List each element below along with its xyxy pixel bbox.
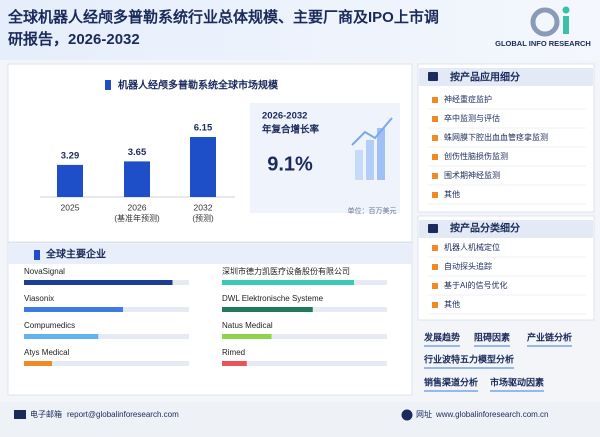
type-title: 按产品分类细分 [450,222,520,235]
companies-header [8,244,412,264]
companies-title: 全球主要企业 [45,248,106,261]
company-name: DWL Elektronische Systeme [222,294,324,303]
bullet [432,264,438,270]
list-item: 围术期神经监测 [444,170,500,180]
web-label: 网址 [416,409,432,419]
application-title: 按产品应用细分 [450,71,520,84]
list-item: 创伤性脑损伤监测 [444,151,508,161]
mail-icon [14,410,26,419]
footer-bg [0,402,600,437]
list-item: 其他 [444,299,460,309]
bullet [432,97,438,103]
list-item: 卒中监测与评估 [444,113,500,123]
web: www.globalinforesearch.com.cn [435,410,549,419]
tag: 行业波特五力模型分析 [423,353,514,364]
company-bar [24,334,99,339]
company-name: 深圳市德力凯医疗设备股份有限公司 [222,266,350,276]
type-header [419,220,593,238]
cagr-value: 9.1% [267,153,313,175]
section-icon [428,224,438,233]
tag: 阻碍因素 [474,331,510,342]
icon-line [351,117,393,146]
email: report@globalinforesearch.com [67,410,179,419]
bar [190,137,216,197]
icon-bar [377,128,385,180]
email-label: 电子邮箱 [30,409,62,419]
company-bar [24,361,53,366]
logo-dot [562,6,570,14]
cagr-label: 年复合增长率 [262,124,320,136]
unit: 单位：百万美元 [348,206,397,215]
list-item: 蛛网膜下腔出血血管痉挛监测 [444,132,548,142]
value-label: 6.15 [194,123,213,134]
growth-icon [351,117,393,180]
company-bar [222,334,272,339]
companies-panel [7,242,413,396]
company-name: Natus Medical [222,321,273,330]
x-tick-label: 2025 [61,202,80,212]
tag: 销售渠道分析 [424,376,478,387]
bar [57,164,83,197]
company-track [222,361,387,366]
company-name: Rimed [222,348,245,357]
title-line: 全球机器人经颅多普勒系统行业总体规模、主要厂商及IPO上市调 [7,8,439,26]
company-name: Viasonix [24,294,54,303]
cagr-box [250,103,400,213]
logo-text: GLOBAL INFO RESEARCH [495,39,591,48]
list-item: 基于AI的信号优化 [444,280,508,290]
company-name: NovaSignal [24,267,65,276]
bullet [432,302,438,308]
icon-bar [366,140,374,180]
x-tick-label: 2032 [194,202,213,212]
section-icon [34,250,40,260]
bullet [432,154,438,160]
section-icon [105,80,111,90]
logo-i [563,16,569,34]
company-name: Atys Medical [24,348,70,357]
logo-g [530,7,560,37]
application-header [419,68,593,86]
tag: 产业链分析 [527,331,572,342]
chart-title: 机器人经颅多普勒系统全球市场规模 [118,79,279,92]
x-tick-note: (基准年预测) [114,213,160,223]
bullet [432,135,438,141]
web-icon [401,409,413,421]
list-item: 其他 [444,189,460,199]
bullet [432,173,438,179]
bullet [432,192,438,198]
company-bar [222,361,247,366]
value-label: 3.29 [61,150,80,161]
company-bar [24,307,123,312]
list-item: 神经重症监护 [444,94,492,104]
list-item: 机器人机械定位 [444,242,500,252]
title-line: 研报告，2026-2032 [8,30,140,48]
company-track [24,334,189,339]
bullet [432,116,438,122]
bullet [432,245,438,251]
company-bar [222,280,354,285]
section-icon [428,72,438,81]
icon-bar [355,150,363,180]
company-bar [222,307,313,312]
cagr-period: 2026-2032 [262,111,307,122]
application-panel [417,63,595,213]
logo: GLOBAL INFO RESEARCH [495,6,591,48]
header-bg [0,0,600,60]
x-tick-label: 2026 [128,202,147,212]
bar [124,161,150,197]
x-tick-note: (预测) [192,213,214,223]
bullet [432,283,438,289]
company-name: Compumedics [24,321,75,330]
tag: 市场驱动因素 [490,376,544,387]
value-label: 3.65 [128,147,147,158]
list-item: 自动探头追踪 [444,261,492,271]
tag: 发展趋势 [423,331,460,342]
company-track [222,334,387,339]
company-bar [24,280,173,285]
company-track [24,361,189,366]
